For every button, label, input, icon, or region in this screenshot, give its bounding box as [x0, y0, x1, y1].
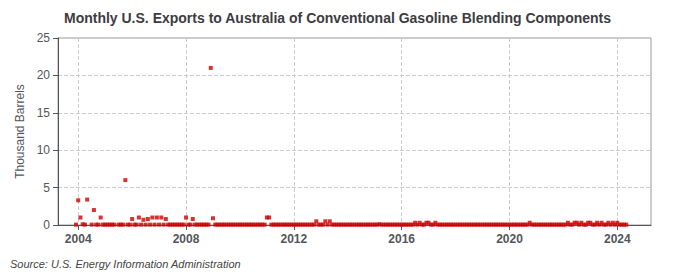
svg-text:Source: U.S. Energy Informatio: Source: U.S. Energy Information Administ…: [10, 258, 241, 270]
svg-text:2020: 2020: [496, 232, 523, 246]
svg-text:2004: 2004: [65, 232, 92, 246]
svg-text:2016: 2016: [388, 232, 415, 246]
svg-text:5: 5: [43, 181, 50, 195]
svg-text:25: 25: [37, 31, 51, 45]
svg-text:10: 10: [37, 143, 51, 157]
svg-text:20: 20: [37, 68, 51, 82]
svg-text:Thousand Barrels: Thousand Barrels: [13, 84, 27, 179]
svg-text:2012: 2012: [281, 232, 308, 246]
svg-text:Monthly U.S. Exports to Austra: Monthly U.S. Exports to Australia of Con…: [64, 10, 611, 26]
svg-text:0: 0: [43, 218, 50, 232]
svg-text:2024: 2024: [604, 232, 631, 246]
svg-text:2008: 2008: [173, 232, 200, 246]
svg-text:15: 15: [37, 106, 51, 120]
